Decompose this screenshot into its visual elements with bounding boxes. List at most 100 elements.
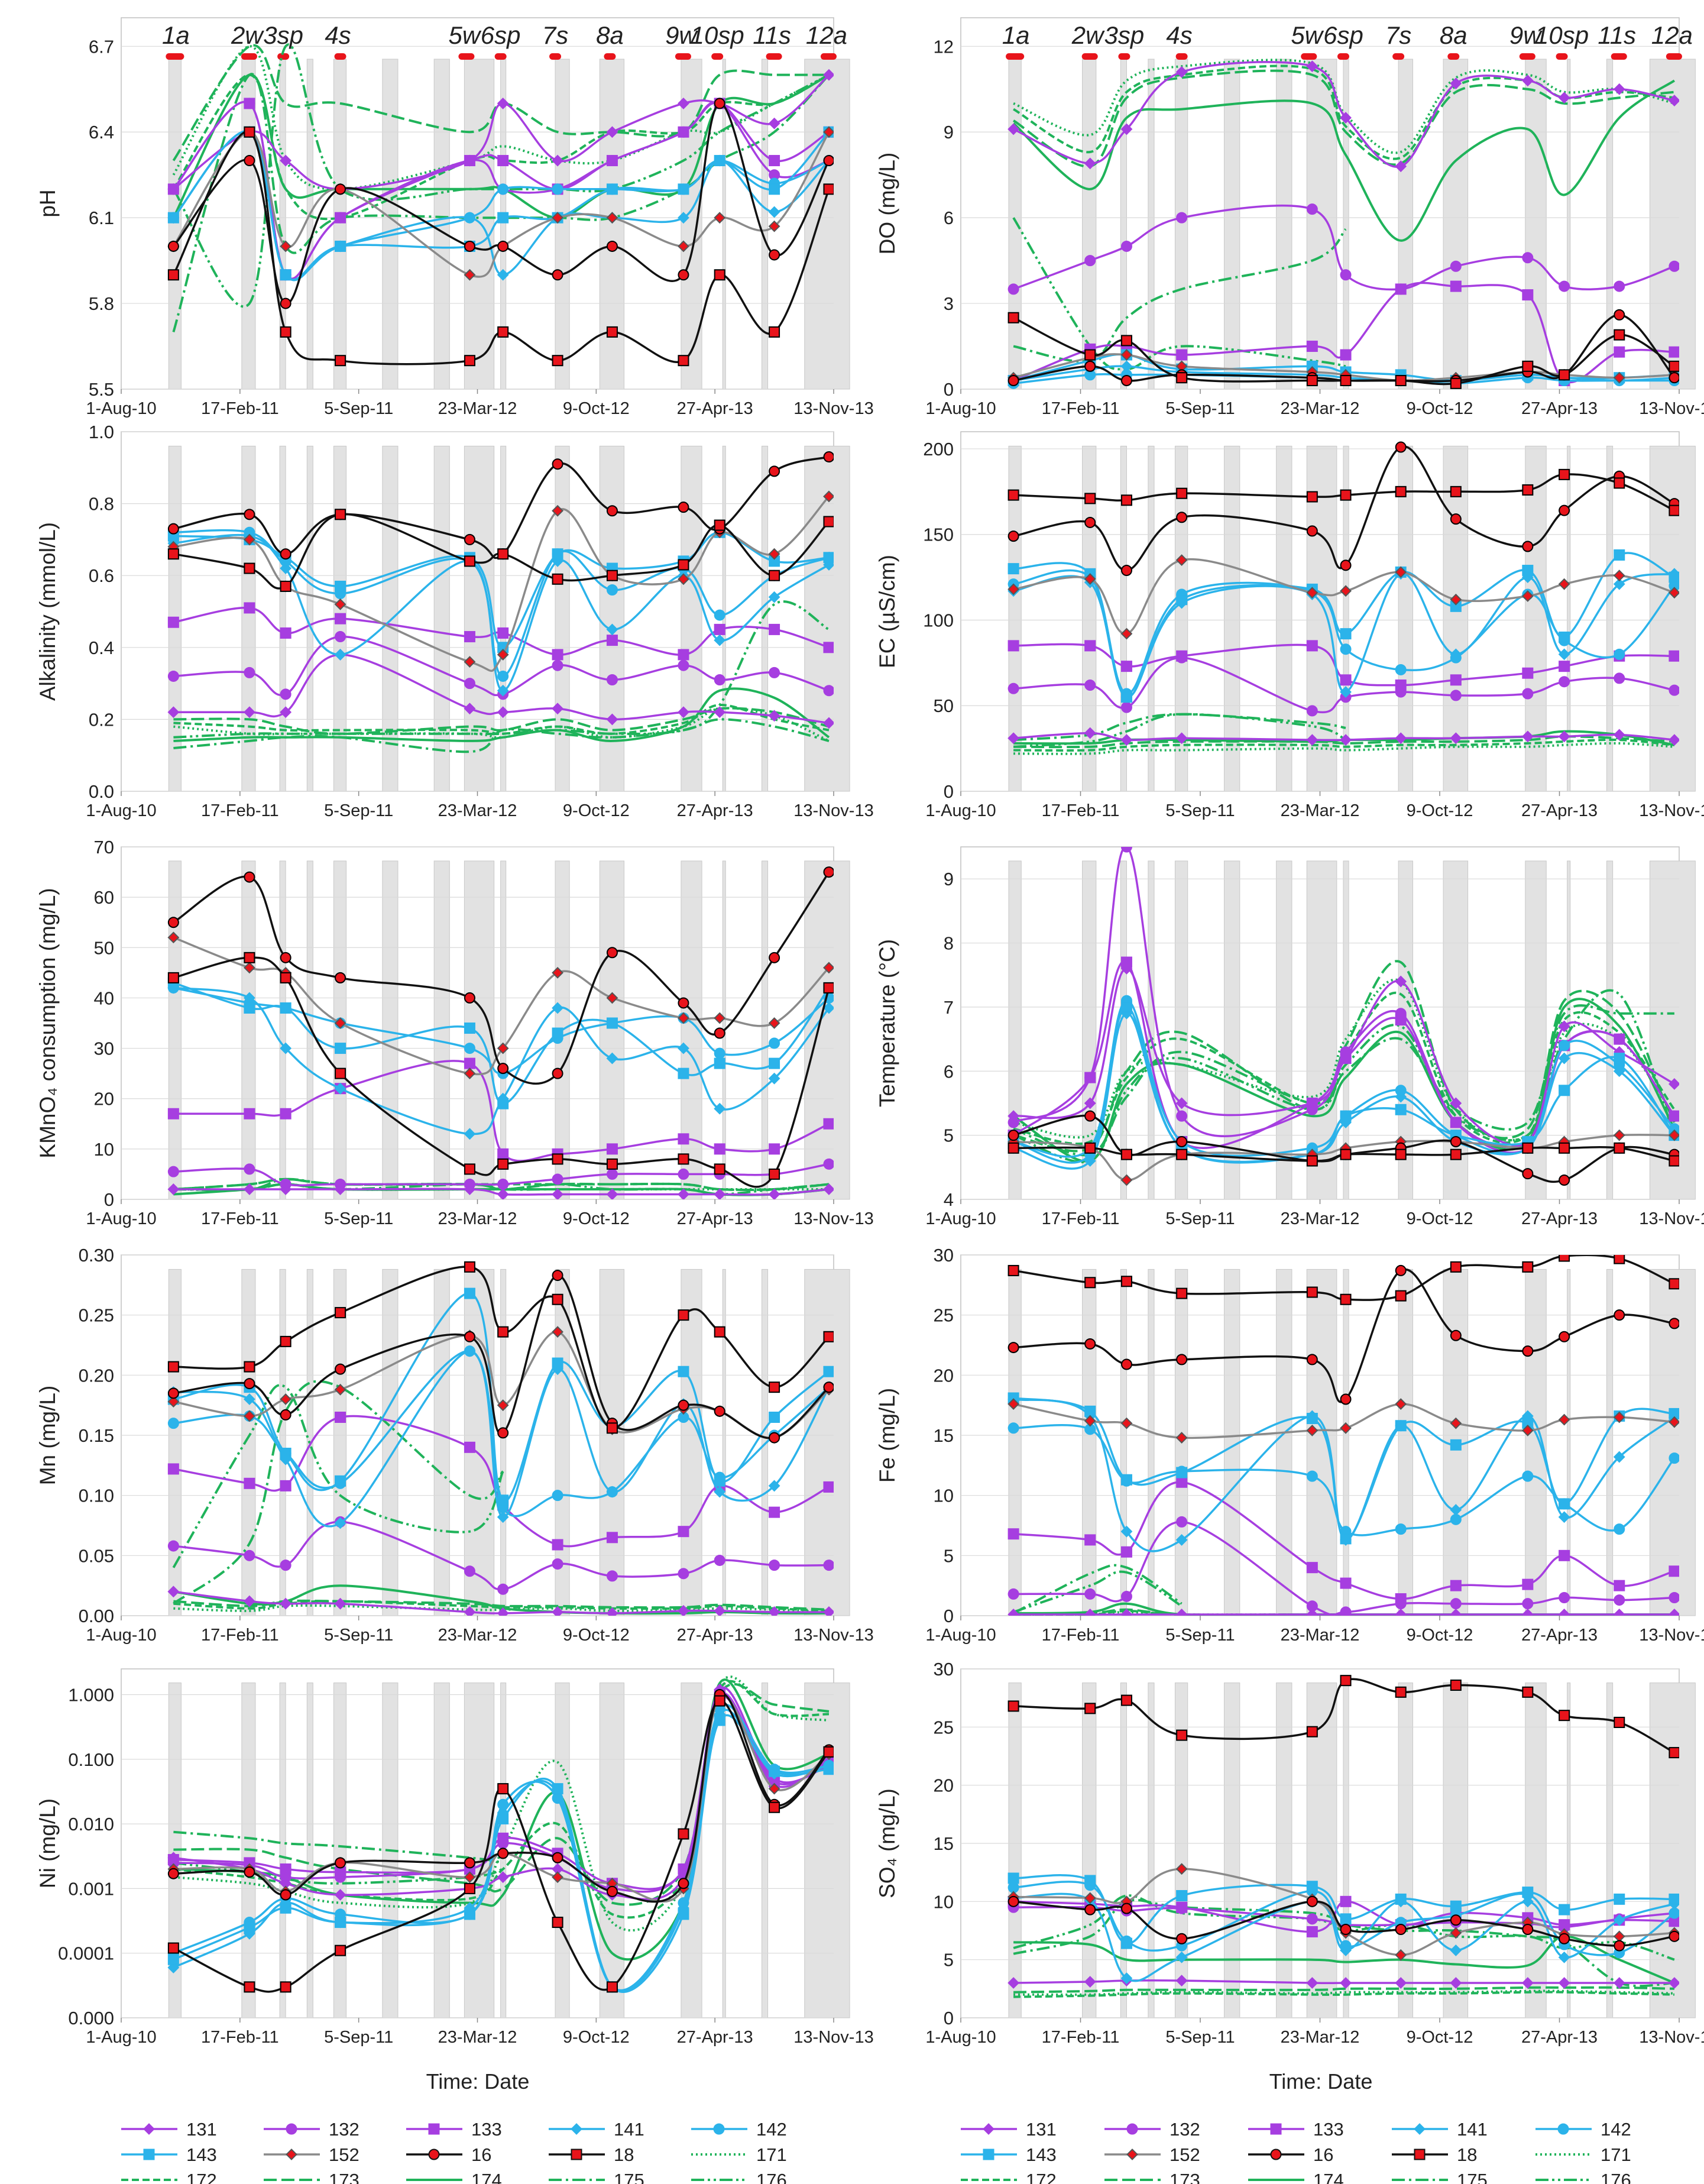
legend-item-173: 173 — [1104, 2170, 1200, 2184]
y-tick-label: 0.10 — [79, 1486, 114, 1506]
data-point-152 — [552, 1326, 563, 1338]
data-point-18 — [678, 559, 689, 571]
data-point-131 — [1450, 77, 1462, 90]
data-point-132 — [1450, 1598, 1462, 1610]
data-point-143 — [1559, 1904, 1570, 1916]
data-point-131 — [334, 1889, 346, 1901]
data-point-152 — [280, 1393, 292, 1405]
legend-item-175: 175 — [549, 2170, 644, 2184]
data-point-131 — [280, 706, 292, 719]
chart-panel-3: 0.0 0.2 0.4 0.6 0.8 1.0 1-Aug-10 17-Feb-11 5-Sep… — [35, 422, 874, 820]
data-point-141 — [678, 1042, 689, 1054]
data-point-152 — [1175, 1432, 1188, 1444]
data-point-18 — [1559, 369, 1570, 381]
series-line-176 — [1013, 989, 1676, 1163]
data-point-16 — [678, 1878, 689, 1889]
data-point-131 — [1558, 92, 1570, 104]
data-point-131 — [1521, 1609, 1534, 1616]
y-tick-label: 4 — [944, 1189, 954, 1210]
data-point-142 — [1395, 1523, 1407, 1535]
sampling-period-shade — [279, 1683, 286, 2018]
data-point-132 — [678, 1168, 689, 1180]
campaign-label: 12a — [806, 21, 847, 49]
data-point-131 — [1084, 1097, 1096, 1109]
data-point-143 — [464, 1908, 475, 1920]
data-point-142 — [464, 1043, 475, 1054]
x-tick-label: 23-Mar-12 — [438, 1626, 517, 1645]
data-point-142 — [606, 1486, 618, 1498]
campaign-label: 11s — [753, 21, 791, 49]
y-tick-label: 0.6 — [89, 565, 114, 586]
data-point-131 — [552, 1606, 563, 1616]
data-point-143 — [1176, 594, 1188, 606]
sampling-period-shade — [333, 860, 347, 1200]
series-line-143 — [173, 1292, 830, 1502]
y-tick-label: 3 — [944, 293, 954, 314]
data-point-132 — [1340, 1606, 1352, 1616]
data-point-132 — [823, 1158, 834, 1170]
sampling-period-shade — [1343, 1269, 1349, 1616]
data-point-133 — [1340, 1895, 1352, 1907]
data-point-18 — [464, 355, 475, 367]
y-tick-label: 5 — [944, 1545, 954, 1566]
data-point-133 — [1340, 674, 1352, 686]
data-point-16 — [280, 952, 291, 963]
data-point-18 — [714, 1695, 725, 1707]
data-point-143 — [1614, 1053, 1625, 1065]
y-tick-label: 0.001 — [68, 1878, 114, 1899]
data-point-16 — [552, 1067, 563, 1079]
data-point-143 — [552, 1027, 563, 1039]
data-point-133 — [1008, 640, 1019, 652]
campaign-marker — [1670, 53, 1682, 60]
y-axis-label: Fe (mg/L) — [875, 1388, 899, 1483]
data-point-16 — [335, 183, 346, 195]
data-point-131 — [1521, 1977, 1534, 1989]
data-point-143 — [335, 580, 346, 592]
legend-left: 131 132 133 141 142 143 152 16 18 171 172 173 174 175… — [121, 2119, 787, 2184]
campaign-marker — [711, 53, 724, 60]
data-point-133 — [1340, 1577, 1352, 1589]
legend-item-172: 172 — [121, 2170, 217, 2184]
data-point-142 — [464, 212, 475, 224]
campaign-label: 6sp — [1323, 21, 1363, 49]
data-point-141 — [1613, 1451, 1625, 1463]
y-tick-label: 30 — [94, 1038, 114, 1059]
x-tick-label: 9-Oct-12 — [1407, 2028, 1473, 2047]
data-point-16 — [497, 1427, 509, 1439]
data-point-152 — [1008, 1398, 1020, 1410]
data-point-18 — [552, 355, 563, 367]
legend-item-18: 18 — [1392, 2144, 1477, 2165]
data-point-18 — [335, 509, 346, 520]
y-tick-label: 200 — [923, 439, 954, 460]
data-point-131 — [606, 713, 618, 726]
data-point-132 — [1522, 688, 1534, 700]
legend-marker — [428, 2123, 440, 2135]
x-tick-label: 5-Sep-11 — [1165, 1626, 1235, 1645]
legend-label: 174 — [471, 2170, 502, 2184]
x-tick-label: 13-Nov-13 — [1639, 2028, 1704, 2047]
data-point-133 — [1306, 341, 1318, 352]
data-point-18 — [497, 1326, 509, 1338]
data-point-18 — [280, 326, 291, 338]
legend-label: 131 — [186, 2119, 217, 2140]
data-point-141 — [1175, 1533, 1188, 1546]
data-point-152 — [167, 931, 180, 944]
data-point-18 — [678, 355, 689, 367]
data-point-131 — [1450, 1609, 1462, 1616]
series-line-172 — [1013, 991, 1676, 1146]
data-point-152 — [1084, 1892, 1096, 1904]
y-tick-label: 0 — [104, 1189, 114, 1210]
data-point-18 — [244, 1981, 255, 1993]
data-point-18 — [1306, 1155, 1318, 1167]
data-point-18 — [280, 1981, 291, 1993]
series-line-174 — [1012, 79, 1676, 242]
data-point-131 — [1395, 975, 1407, 988]
data-point-18 — [1340, 1148, 1352, 1160]
campaign-marker — [1523, 53, 1535, 60]
data-point-18 — [714, 1163, 725, 1175]
data-point-16 — [1450, 1329, 1462, 1341]
data-point-18 — [1669, 1747, 1679, 1759]
sampling-period-shade — [681, 445, 702, 792]
data-point-18 — [167, 1942, 179, 1954]
data-point-152 — [334, 598, 346, 610]
